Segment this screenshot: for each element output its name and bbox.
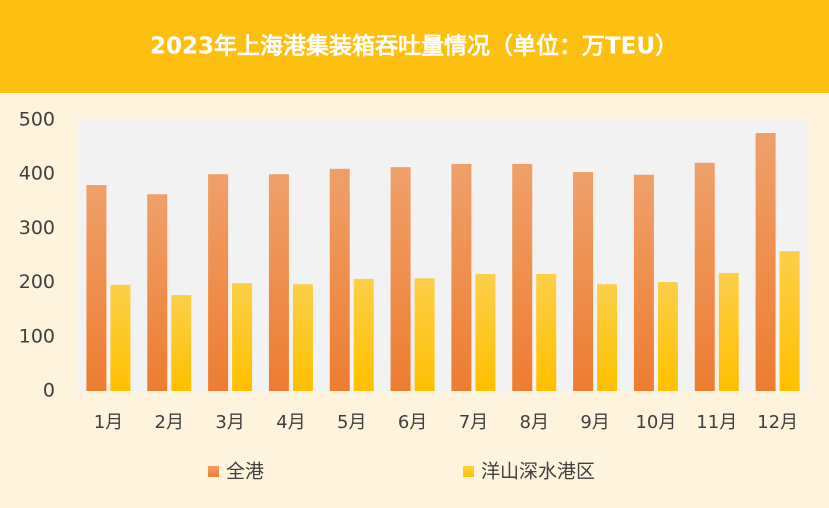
bar [512, 163, 533, 391]
bar [232, 283, 253, 391]
x-tick-label: 2月 [155, 412, 184, 433]
bar [353, 278, 374, 391]
x-tick-label: 4月 [276, 412, 305, 433]
bar [147, 194, 168, 391]
x-tick-label: 9月 [580, 412, 609, 433]
bar [86, 185, 107, 391]
x-tick-label: 3月 [215, 412, 244, 433]
x-tick-label: 11月 [696, 412, 737, 433]
bar [171, 295, 192, 391]
bar [268, 174, 289, 391]
plot-area [78, 120, 808, 391]
legend-swatch [463, 466, 474, 477]
legend-label: 洋山深水港区 [481, 461, 595, 483]
legend-swatch [208, 466, 219, 477]
bar [657, 282, 678, 391]
bar [208, 174, 229, 391]
bar [414, 278, 435, 391]
bar [475, 273, 496, 391]
x-tick-label: 12月 [757, 412, 798, 433]
bar [573, 172, 594, 391]
x-tick-label: 7月 [459, 412, 488, 433]
title-banner [0, 0, 829, 93]
bar [110, 284, 131, 391]
y-tick-label: 300 [19, 217, 55, 239]
x-tick-label: 6月 [398, 412, 427, 433]
bar [390, 167, 411, 391]
bar [597, 284, 618, 391]
x-tick-label: 8月 [520, 412, 549, 433]
bar [694, 162, 715, 391]
x-tick-label: 10月 [635, 412, 676, 433]
y-tick-label: 500 [19, 109, 55, 131]
bar [329, 168, 350, 391]
y-tick-label: 200 [19, 271, 55, 293]
bar [451, 163, 472, 391]
bar [633, 174, 654, 391]
bar [779, 251, 800, 391]
bar [755, 133, 776, 391]
x-tick-label: 5月 [337, 412, 366, 433]
x-tick-label: 1月 [94, 412, 123, 433]
bar [536, 273, 557, 391]
y-tick-label: 0 [43, 380, 55, 402]
legend-label: 全港 [226, 461, 264, 483]
chart-title: 2023年上海港集装箱吞吐量情况（单位：万TEU） [150, 33, 678, 60]
y-tick-label: 400 [19, 163, 55, 185]
y-tick-label: 100 [19, 325, 55, 347]
bar [292, 284, 313, 391]
bar [718, 272, 739, 391]
